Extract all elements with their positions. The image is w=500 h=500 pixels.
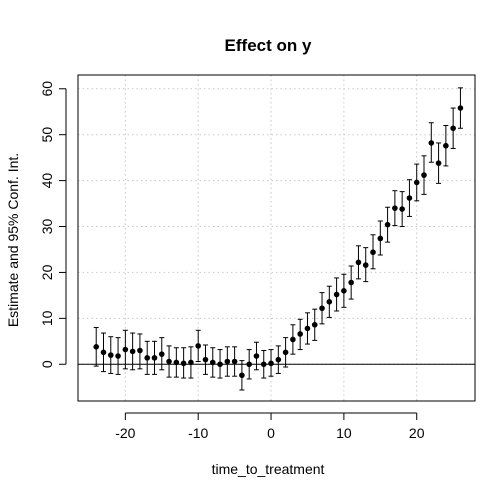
estimate-point: [297, 331, 303, 337]
estimate-point: [457, 105, 464, 111]
y-axis: 0 10 20 30 40 50 60: [39, 81, 67, 368]
estimate-point: [370, 249, 376, 256]
estimate-point: [202, 356, 209, 363]
estimate-point: [399, 206, 405, 212]
estimate-point: [326, 299, 333, 305]
estimate-point: [362, 262, 369, 268]
estimate-point: [435, 160, 442, 166]
estimate-point: [224, 358, 231, 365]
estimate-point: [443, 142, 449, 149]
x-axis-label: time_to_treatment: [212, 461, 325, 477]
y-tick-label: 10: [39, 310, 55, 326]
estimate-point: [304, 325, 311, 332]
estimate-point: [188, 359, 194, 366]
estimate-point: [428, 140, 435, 146]
estimate-point: [311, 321, 318, 328]
estimate-point: [341, 288, 347, 294]
estimate-point: [173, 359, 180, 366]
estimate-point: [180, 360, 187, 367]
x-axis: -20 -10 0 10 20: [115, 412, 425, 441]
estimate-point: [217, 361, 223, 368]
estimate-point: [348, 279, 354, 286]
estimate-point: [166, 358, 172, 365]
estimate-point: [290, 336, 296, 343]
estimate-point: [158, 351, 165, 357]
estimate-point: [413, 179, 420, 186]
estimate-point: [100, 349, 107, 356]
x-tick-label: 0: [267, 425, 275, 441]
estimate-point: [384, 221, 391, 228]
x-tick-label: -20: [115, 425, 135, 441]
estimate-point: [93, 344, 100, 350]
y-tick-label: 40: [39, 173, 55, 189]
estimate-point: [239, 372, 245, 379]
estimate-point: [421, 172, 427, 178]
y-axis-label: Estimate and 95% Conf. Int.: [5, 153, 21, 327]
estimate-point: [282, 349, 289, 356]
estimate-point: [333, 291, 340, 298]
estimate-point: [129, 348, 136, 355]
estimate-point: [319, 305, 325, 312]
y-tick-label: 30: [39, 219, 55, 235]
estimate-point: [355, 259, 362, 266]
estimate-point: [115, 353, 121, 359]
error-bars: [93, 87, 463, 391]
estimate-point: [377, 235, 384, 242]
y-tick-label: 20: [39, 264, 55, 280]
estimate-point: [268, 360, 274, 367]
grid: [78, 75, 475, 401]
x-tick-label: -10: [188, 425, 208, 441]
y-tick-label: 50: [39, 127, 55, 143]
estimate-point: [107, 352, 114, 358]
estimate-point: [392, 205, 398, 211]
x-tick-label: 10: [336, 425, 352, 441]
estimate-point: [231, 358, 238, 365]
estimate-point: [406, 195, 413, 201]
y-tick-label: 60: [39, 81, 55, 97]
estimate-point: [151, 355, 158, 361]
estimate-point: [137, 347, 143, 354]
x-tick-label: 20: [409, 425, 425, 441]
estimate-point: [209, 359, 216, 366]
point-estimates: [93, 105, 464, 379]
estimate-point: [275, 356, 282, 363]
estimate-point: [246, 361, 252, 368]
estimate-point: [260, 361, 267, 368]
plot-frame: [77, 74, 476, 402]
estimate-point: [144, 355, 151, 361]
estimate-point: [450, 125, 456, 132]
estimate-point: [253, 353, 260, 359]
chart-title: Effect on y: [225, 36, 312, 55]
estimate-point: [195, 343, 201, 349]
y-tick-label: 0: [39, 360, 55, 368]
estimate-point: [122, 346, 129, 353]
